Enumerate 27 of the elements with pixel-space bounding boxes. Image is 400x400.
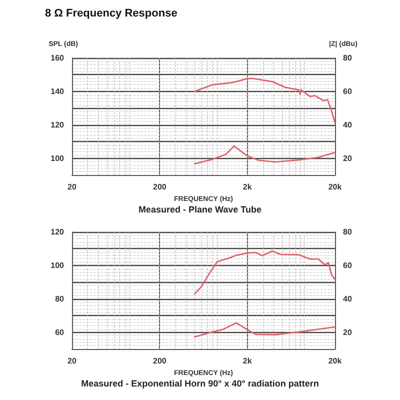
y2-tick-label: 80 [343, 54, 352, 62]
x-tick-label: 20 [68, 356, 77, 366]
x-tick-label: 20k [328, 182, 342, 192]
x-tick-label: 20 [68, 182, 77, 192]
y2-tick-label: 40 [343, 294, 352, 304]
y-tick-label: 100 [50, 154, 65, 163]
y2-tick-label: 80 [343, 228, 352, 236]
y-tick-label: 140 [50, 86, 65, 96]
y2-tick-label: 20 [343, 154, 352, 163]
y-tick-label: 160 [50, 54, 65, 62]
y-tick-label: 120 [50, 120, 65, 130]
y2-tick-label: 60 [343, 86, 352, 96]
text: Measured - Exponential Horn 90° x 40° radiation pattern [81, 378, 319, 388]
chart-title: 8 Ω Frequency Response [45, 8, 178, 20]
x-tick-label: 20k [328, 356, 342, 366]
y2-tick-label: 60 [343, 260, 352, 270]
y2-tick-label: 20 [343, 328, 352, 337]
y-tick-label: 120 [50, 228, 65, 236]
x-tick-label: 200 [152, 182, 167, 192]
x-tick-label: 2k [242, 356, 252, 366]
y2-tick-label: 40 [343, 120, 352, 130]
text: Measured - Plane Wave Tube [138, 204, 262, 214]
x-tick-label: 2k [242, 182, 252, 192]
y-tick-label: 80 [55, 294, 65, 304]
x-tick-label: 200 [152, 356, 167, 366]
y-tick-label: 60 [55, 328, 65, 337]
y-tick-label: 100 [50, 260, 65, 270]
